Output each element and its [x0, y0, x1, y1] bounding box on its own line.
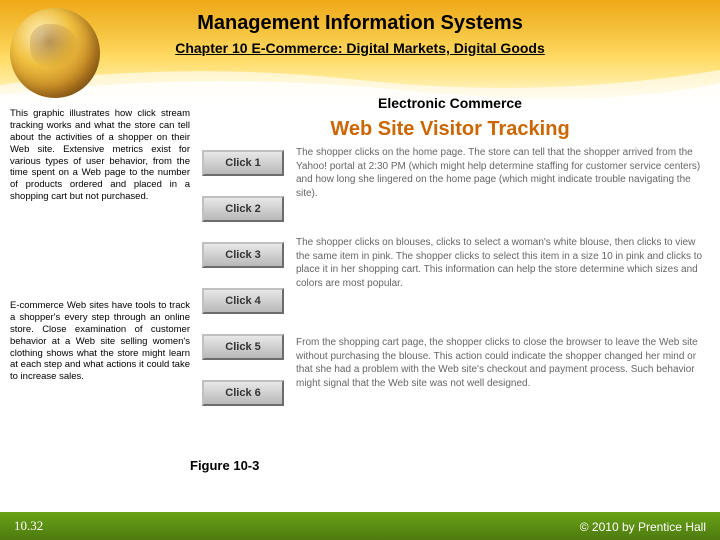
- click-buttons-column: Click 1 Click 2 Click 3 Click 4 Click 5 …: [202, 150, 284, 426]
- description-1: The shopper clicks on the home page. The…: [296, 146, 710, 226]
- click-button-2: Click 2: [202, 196, 284, 222]
- page-number: 10.32: [14, 518, 43, 534]
- figure-label: Figure 10-3: [190, 458, 259, 473]
- click-button-1: Click 1: [202, 150, 284, 176]
- click-button-3: Click 3: [202, 242, 284, 268]
- chapter-subtitle: Chapter 10 E-Commerce: Digital Markets, …: [0, 40, 720, 56]
- caption-para-1: This graphic illustrates how click strea…: [10, 108, 190, 203]
- click-button-6: Click 6: [202, 380, 284, 406]
- descriptions-column: The shopper clicks on the home page. The…: [296, 146, 710, 426]
- description-2: The shopper clicks on blouses, clicks to…: [296, 236, 710, 326]
- page-title: Management Information Systems: [0, 12, 720, 35]
- section-title: Electronic Commerce: [200, 95, 700, 111]
- click-button-4: Click 4: [202, 288, 284, 314]
- click-button-5: Click 5: [202, 334, 284, 360]
- caption-para-2: E-commerce Web sites have tools to track…: [10, 300, 190, 383]
- description-3: From the shopping cart page, the shopper…: [296, 336, 710, 416]
- main-heading: Web Site Visitor Tracking: [200, 118, 700, 141]
- copyright-text: © 2010 by Prentice Hall: [580, 520, 706, 534]
